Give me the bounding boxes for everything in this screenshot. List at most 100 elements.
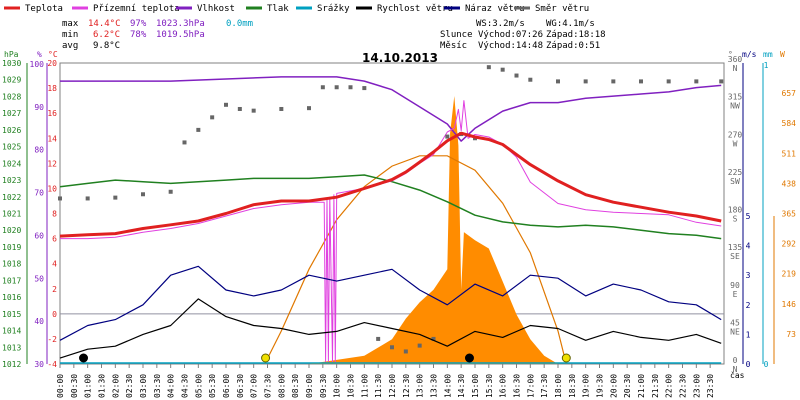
wind-direction-point bbox=[390, 345, 394, 350]
pressure-tick: 1012 bbox=[2, 360, 21, 369]
humidity-tick: 30 bbox=[34, 360, 44, 369]
wind-direction-point bbox=[224, 102, 228, 107]
time-tick: 22:00 bbox=[665, 374, 674, 398]
humidity-axis-unit: % bbox=[37, 50, 42, 59]
direction-label: N bbox=[733, 365, 738, 374]
wind-direction-point bbox=[334, 85, 339, 90]
wind-direction-point bbox=[85, 196, 90, 201]
pressure-tick: 1020 bbox=[2, 226, 21, 235]
pressure-tick: 1029 bbox=[2, 76, 21, 85]
radiation-tick: 73 bbox=[786, 330, 796, 339]
humidity-tick: 70 bbox=[34, 189, 44, 198]
time-tick: 23:30 bbox=[706, 374, 715, 398]
time-tick: 12:30 bbox=[402, 374, 411, 398]
legend-label-5: Rychlost větru bbox=[377, 4, 453, 14]
time-tick: 09:30 bbox=[319, 374, 328, 398]
direction-label: SE bbox=[730, 252, 740, 261]
time-tick: 20:00 bbox=[609, 374, 618, 398]
time-tick: 11:30 bbox=[374, 374, 383, 398]
sunset: Západ:18:18 bbox=[546, 30, 606, 40]
temp-tick: 12 bbox=[47, 159, 57, 168]
time-axis-unit: čas bbox=[730, 370, 745, 380]
time-tick: 16:00 bbox=[499, 374, 508, 398]
radiation-tick: 146 bbox=[782, 300, 797, 309]
wind-direction-point bbox=[528, 77, 533, 82]
legend-label-4: Srážky bbox=[317, 4, 350, 14]
pressure-tick: 1013 bbox=[2, 343, 21, 352]
wind-axis-unit: m/s bbox=[742, 50, 757, 59]
wind-speed-summary: WS:3.2m/s bbox=[476, 19, 525, 29]
humidity-tick: 40 bbox=[34, 317, 44, 326]
series-teplota bbox=[59, 131, 722, 238]
rain-tick: 1 bbox=[764, 61, 769, 70]
pressure-tick: 1016 bbox=[2, 293, 21, 302]
stats-max-pressure: 1023.3hPa bbox=[156, 19, 205, 29]
time-tick: 06:00 bbox=[222, 374, 231, 398]
direction-tick: 90 bbox=[730, 281, 740, 290]
pressure-tick: 1025 bbox=[2, 143, 21, 152]
radiation-tick: 219 bbox=[782, 270, 797, 279]
temp-tick: 18 bbox=[47, 84, 57, 93]
moon-marker-icon bbox=[79, 353, 89, 363]
pressure-tick: 1027 bbox=[2, 109, 21, 118]
wind-direction-point bbox=[666, 79, 671, 84]
moon-label: Měsíc bbox=[440, 41, 467, 51]
direction-tick: 135 bbox=[728, 243, 743, 252]
stats-avg-temp: 9.8°C bbox=[93, 41, 120, 51]
time-tick: 02:30 bbox=[125, 374, 134, 398]
time-tick: 07:00 bbox=[250, 374, 259, 398]
time-tick: 17:30 bbox=[540, 374, 549, 398]
wind-direction-point bbox=[210, 115, 215, 120]
temp-tick: 14 bbox=[47, 134, 57, 143]
time-tick: 14:30 bbox=[457, 374, 466, 398]
direction-label: NW bbox=[730, 102, 740, 111]
pressure-tick: 1024 bbox=[2, 159, 21, 168]
axis-ticks: 1030102910281027102610251024102310221021… bbox=[2, 55, 796, 398]
radiation-layer bbox=[264, 96, 567, 365]
time-tick: 11:00 bbox=[360, 374, 369, 398]
time-tick: 05:00 bbox=[194, 374, 203, 398]
temp-tick: 2 bbox=[52, 285, 57, 294]
temp-tick: 6 bbox=[52, 235, 57, 244]
direction-axis-unit: ° bbox=[728, 50, 733, 59]
series-layer bbox=[58, 65, 724, 364]
series-vlhkost bbox=[60, 76, 722, 142]
temp-axis-unit: °C bbox=[48, 50, 58, 59]
temp-tick: -4 bbox=[47, 360, 57, 369]
wind-direction-point bbox=[431, 336, 436, 341]
legend-label-0: Teplota bbox=[25, 4, 63, 14]
stats-max-rain: 0.0mm bbox=[226, 19, 253, 29]
series-n-raz-v-tru bbox=[59, 265, 722, 341]
time-tick: 19:00 bbox=[582, 374, 591, 398]
time-tick: 20:30 bbox=[623, 374, 632, 398]
pressure-tick: 1030 bbox=[2, 59, 21, 68]
wind-direction-point bbox=[514, 73, 519, 78]
time-tick: 06:30 bbox=[236, 374, 245, 398]
sun-marker-icon bbox=[261, 353, 271, 363]
time-tick: 15:00 bbox=[471, 374, 480, 398]
legend-label-2: Vlhkost bbox=[197, 4, 235, 14]
direction-tick: 360 bbox=[728, 55, 743, 64]
time-tick: 03:00 bbox=[139, 374, 148, 398]
wind-direction-point bbox=[251, 108, 256, 113]
pressure-tick: 1015 bbox=[2, 310, 21, 319]
direction-label: SW bbox=[730, 177, 740, 186]
wind-direction-point bbox=[307, 106, 311, 111]
stats-min-pressure: 1019.5hPa bbox=[156, 30, 205, 40]
wind-direction-point bbox=[694, 79, 699, 84]
stats-block: max 14.4°C 97% 1023.3hPa 0.0mm min 6.2°C… bbox=[62, 19, 253, 51]
marker-layer bbox=[79, 353, 571, 363]
time-tick: 15:30 bbox=[485, 374, 494, 398]
stats-max-humidity: 97% bbox=[130, 19, 147, 29]
time-tick: 00:30 bbox=[70, 374, 79, 398]
wind-direction-point bbox=[362, 86, 367, 91]
wind-direction-point bbox=[556, 79, 560, 84]
wind-direction-point bbox=[113, 195, 118, 200]
wind-direction-point bbox=[376, 336, 381, 341]
legend-label-1: Přízemní teplota bbox=[93, 4, 180, 14]
pressure-tick: 1017 bbox=[2, 276, 21, 285]
moonrise: Východ:14:48 bbox=[478, 41, 543, 51]
direction-tick: 270 bbox=[728, 130, 743, 139]
legend: Teplota Přízemní teplota Vlhkost Tlak Srážky… bbox=[4, 4, 589, 14]
